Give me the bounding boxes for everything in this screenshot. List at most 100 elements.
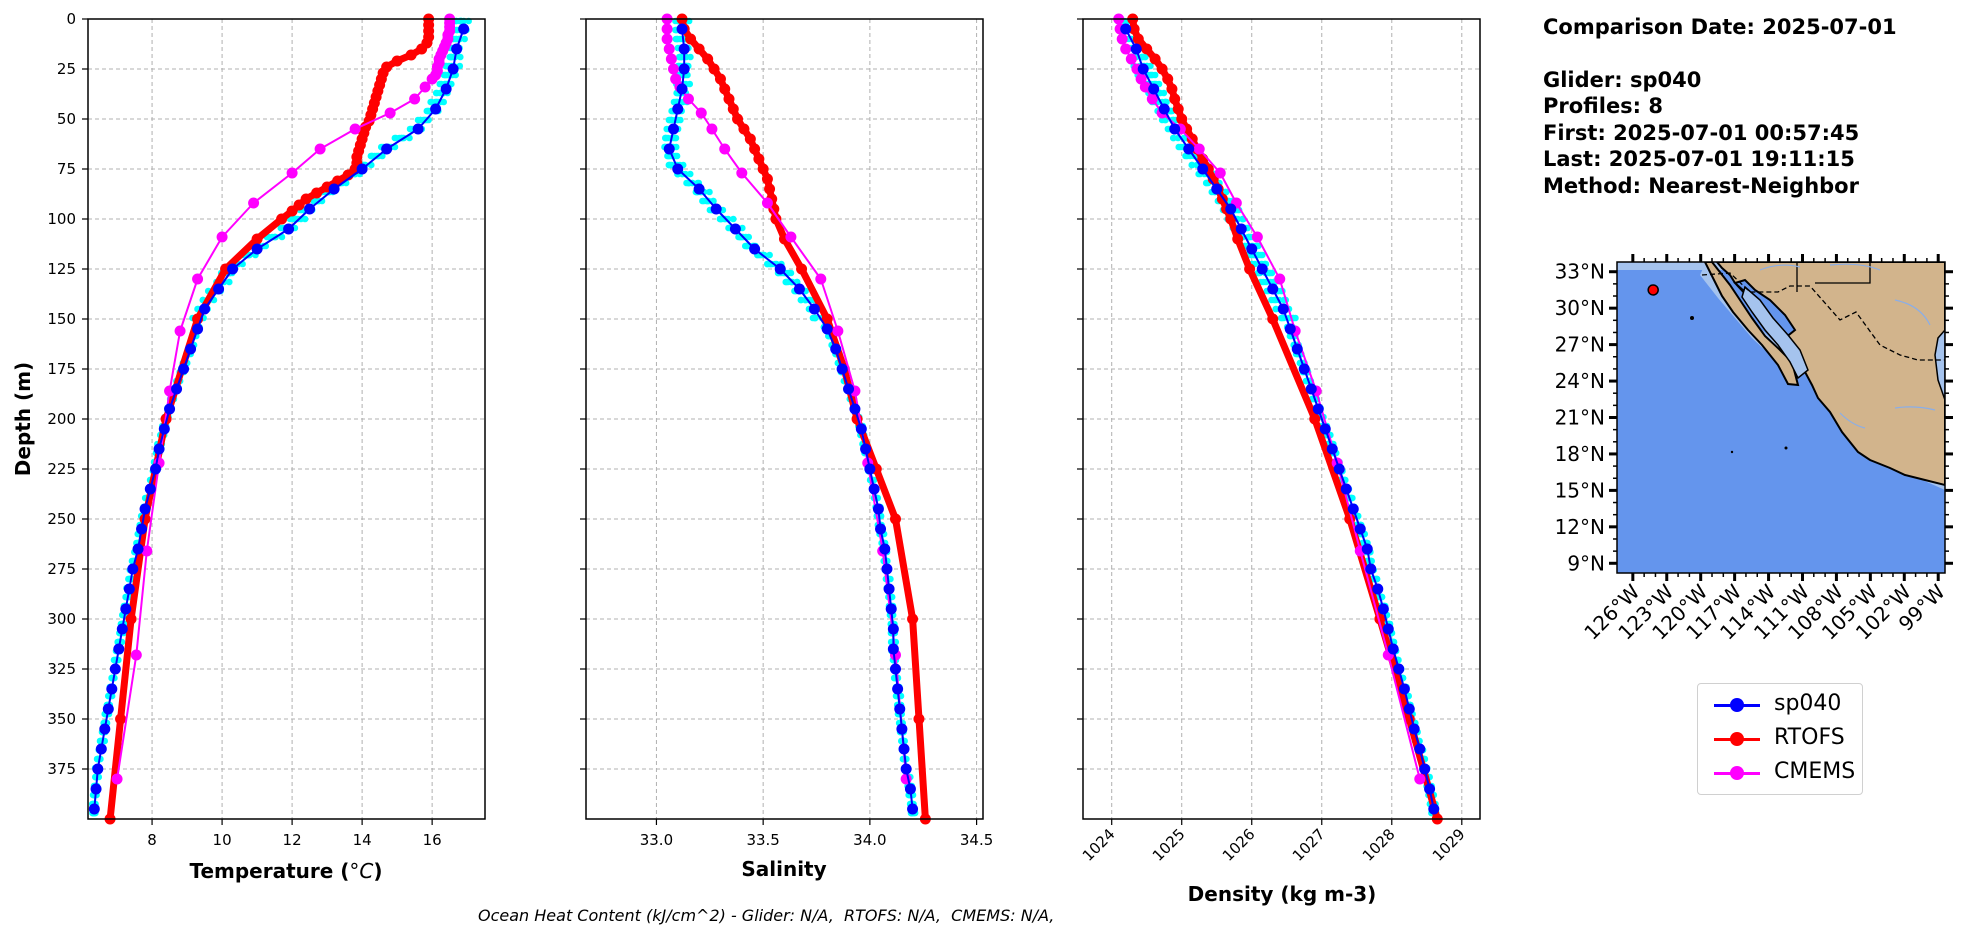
series-point-cmems	[706, 123, 718, 135]
series-point-sp040	[1246, 243, 1258, 255]
series-point-cmems	[1251, 231, 1263, 243]
series-point-sp040	[849, 403, 861, 415]
series-point-sp040	[90, 783, 102, 795]
series-point-sp040	[283, 223, 295, 235]
series-point-rtofs	[1172, 103, 1184, 115]
map-state-borders	[1796, 262, 1871, 292]
series-point-rtofs	[1162, 73, 1174, 85]
series-point-rtofs	[744, 133, 756, 145]
x-tick-label: 34.5	[960, 831, 993, 849]
series-point-sp040	[1354, 523, 1366, 535]
series-point-sp040	[451, 43, 463, 55]
series-point-sp040	[356, 163, 368, 175]
ohc-caption: Ocean Heat Content (kJ/cm^2) - Glider: N…	[478, 906, 1055, 925]
series-point-cmems	[349, 123, 361, 135]
salinity-xlabel: Salinity	[741, 857, 826, 881]
series-point-rtofs	[732, 113, 744, 125]
map-lat-label: 33°N	[1555, 260, 1605, 284]
series-point-rtofs	[796, 263, 808, 275]
series-point-sp040	[894, 703, 906, 715]
series-line-sp040	[93, 28, 465, 810]
series-point-rtofs	[276, 213, 288, 225]
series-point-rtofs	[1156, 63, 1168, 75]
series-point-sp040	[1408, 723, 1420, 735]
series-point-sp040	[1130, 43, 1142, 55]
series-point-sp040	[1291, 343, 1303, 355]
series-point-sp040	[99, 723, 111, 735]
series-point-rtofs	[708, 63, 720, 75]
density-panel: 1024 1025 1026 1027 1028 1029 Density (kg m-3…	[1077, 13, 1481, 906]
x-tick-label: 16	[423, 831, 442, 849]
series-point-sp040	[153, 443, 165, 455]
series-line-rtofs	[106, 19, 433, 820]
series-point-sp040	[793, 283, 805, 295]
first-timestamp: First: 2025-07-01 00:57:45	[1543, 120, 1860, 145]
map-rivers	[1759, 263, 1936, 429]
series-point-cmems	[661, 33, 673, 45]
series-point-cmems	[248, 197, 260, 209]
series-point-sp040	[896, 723, 908, 735]
series-point-sp040	[1319, 423, 1331, 435]
series-point-rtofs	[1267, 313, 1279, 325]
series-line-cmems	[1117, 18, 1421, 780]
series-point-sp040	[883, 583, 895, 595]
y-tick-label: 175	[47, 360, 76, 378]
map-lat-label: 30°N	[1555, 296, 1605, 320]
series-point-sp040	[116, 623, 128, 635]
series-point-sp040	[1387, 643, 1399, 655]
series-line-sp040	[1124, 28, 1435, 810]
legend-item-cmems: CMEMS	[1706, 758, 1856, 788]
series-point-rtofs	[286, 205, 298, 217]
series-point-rtofs	[727, 103, 739, 115]
glider-location-marker	[1647, 284, 1659, 296]
x-tick-label: 1026	[1219, 825, 1259, 865]
series-point-sp040	[872, 503, 884, 515]
salinity-panel: 33.0 33.5 34.0 34.5 Salinity	[580, 13, 993, 881]
series-point-rtofs	[685, 33, 697, 45]
legend-marker-icon	[1730, 732, 1744, 746]
glider-raw-point	[225, 278, 233, 286]
series-point-cmems	[719, 143, 731, 155]
glider-name: Glider: sp040	[1543, 67, 1702, 92]
x-tick-label: 33.5	[746, 831, 779, 849]
series-point-sp040	[1256, 263, 1268, 275]
series-point-cmems	[1414, 773, 1426, 785]
series-point-sp040	[885, 603, 897, 615]
series-point-sp040	[1347, 503, 1359, 515]
temperature-panel: 8 10 12 14 16 0 25 50 75 100 125 150 175 200 225 250 27…	[11, 10, 486, 883]
x-tick-label: 1029	[1429, 825, 1469, 865]
series-point-cmems	[141, 545, 153, 557]
series-point-sp040	[693, 183, 705, 195]
glider-raw-point	[1182, 152, 1189, 160]
series-point-rtofs	[115, 713, 127, 725]
series-point-sp040	[729, 223, 741, 235]
x-tick-label: 10	[213, 831, 232, 849]
series-point-sp040	[381, 143, 393, 155]
x-tick-label: 34.0	[853, 831, 886, 849]
glider-raw-point	[666, 161, 673, 169]
map-lat-label: 18°N	[1555, 442, 1605, 466]
series-point-cmems	[1125, 53, 1137, 65]
series-point-sp040	[836, 363, 848, 375]
series-point-sp040	[251, 243, 263, 255]
series-point-sp040	[1277, 303, 1289, 315]
series-point-rtofs	[251, 233, 263, 245]
series-point-cmems	[663, 43, 675, 55]
series-point-sp040	[668, 123, 680, 135]
glider-raw-point	[461, 35, 468, 43]
series-point-sp040	[1284, 323, 1296, 335]
series-point-rtofs	[1232, 233, 1244, 245]
map-lat-label: 24°N	[1555, 369, 1605, 393]
series-point-sp040	[127, 563, 139, 575]
series-point-cmems	[736, 167, 748, 179]
series-point-sp040	[1340, 483, 1352, 495]
y-tick-label: 325	[47, 660, 76, 678]
series-point-sp040	[109, 663, 121, 675]
glider-raw-point	[811, 314, 819, 322]
series-point-rtofs	[761, 173, 773, 185]
series-point-rtofs	[1132, 33, 1144, 45]
series-point-sp040	[889, 663, 901, 675]
series-point-sp040	[199, 303, 211, 315]
glider-raw-point	[766, 251, 773, 259]
series-point-sp040	[412, 123, 424, 135]
